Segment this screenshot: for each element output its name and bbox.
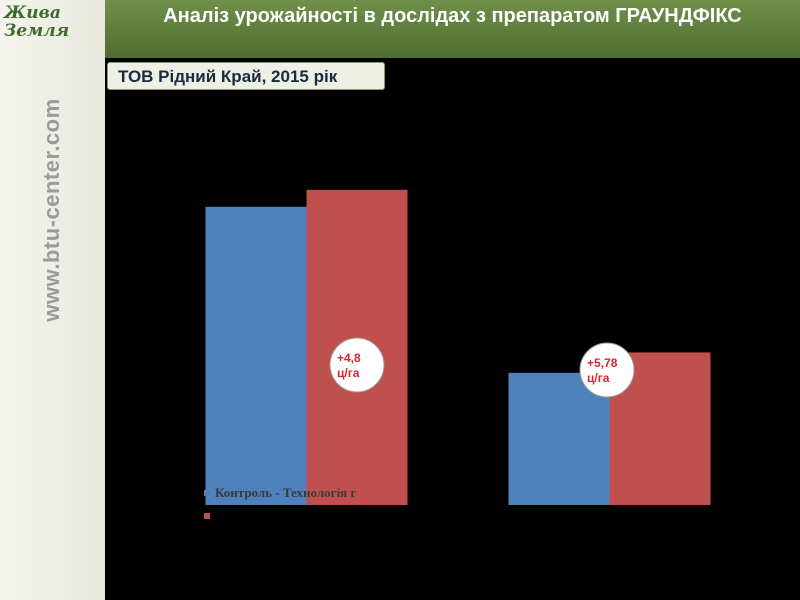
annotation-text: ц/га	[587, 371, 610, 385]
annotation-circle	[579, 342, 635, 398]
annotation-text: +4,8	[337, 351, 361, 365]
legend-marker	[204, 513, 210, 519]
annotation-text: +5,78	[587, 356, 618, 370]
logo: Жива Земля	[4, 3, 70, 41]
site-url: www.btu-center.com	[39, 98, 64, 322]
annotation-circle	[329, 337, 385, 393]
bar	[508, 372, 610, 505]
subtitle: ТОВ Рідний Край, 2015 рік	[107, 62, 385, 90]
header: Аналіз урожайності в дослідах з препарат…	[105, 0, 800, 58]
legend-marker	[204, 490, 210, 496]
legend-label: Контроль - Технологія г	[215, 485, 356, 500]
sidebar: Жива Земля www.btu-center.com	[0, 0, 105, 600]
annotation-text: ц/га	[337, 366, 360, 380]
bar	[205, 206, 307, 505]
